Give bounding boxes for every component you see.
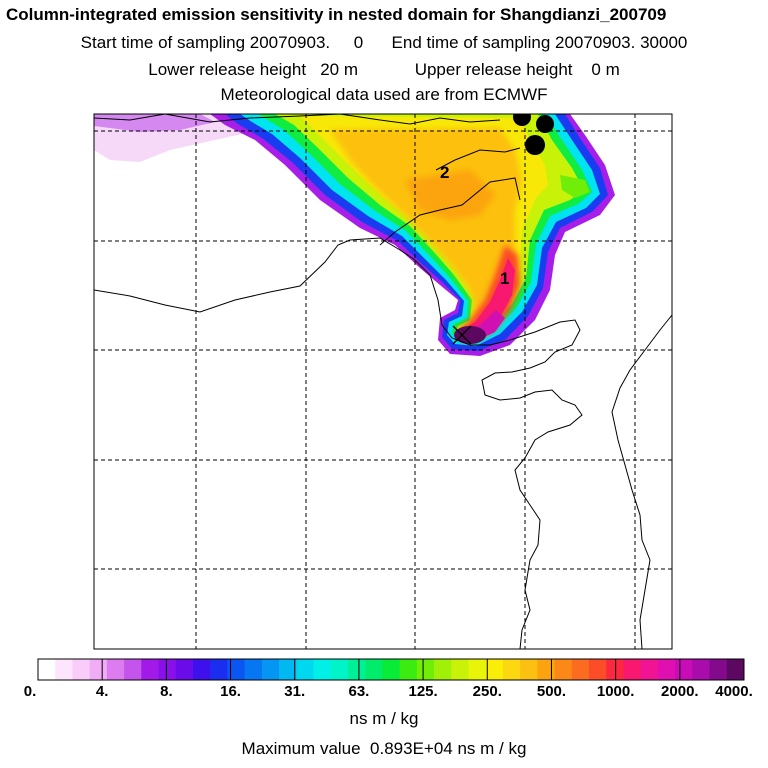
colorbar-swatch	[451, 659, 469, 680]
colorbar-tick-label: 16.	[220, 683, 241, 700]
colorbar-swatch	[554, 659, 573, 680]
colorbar-tick-label: 500.	[536, 683, 567, 700]
colorbar-swatch	[520, 659, 538, 680]
terrain-dot	[513, 114, 531, 126]
colorbar-swatch	[158, 659, 177, 680]
colorbar-swatch	[416, 659, 435, 680]
field-darkorange	[405, 170, 495, 220]
plot-title: Column-integrated emission sensitivity i…	[6, 5, 667, 24]
terrain-dot	[536, 115, 554, 133]
field-pink	[462, 258, 515, 338]
colorbar-swatch	[709, 659, 728, 680]
colorbar-swatch	[106, 659, 125, 680]
colorbar-swatch	[434, 659, 452, 680]
colorbar-swatch	[330, 659, 349, 680]
colorbar-tick-label: 250.	[472, 683, 502, 700]
colorbar-tick-label: 125.	[408, 683, 438, 700]
coastline-east	[611, 314, 672, 649]
colorbar-swatch	[89, 659, 108, 680]
border-inner	[379, 177, 521, 246]
colorbar-swatch	[399, 659, 418, 680]
colorbar-tick-label: 1000.	[596, 683, 635, 700]
colorbar-tick-label: 2000.	[661, 683, 699, 700]
colorbar-swatch	[175, 659, 194, 680]
colorbar-swatch	[675, 659, 693, 680]
colorbar-tick-label: 4000.	[715, 683, 753, 700]
colorbar-swatch	[261, 659, 280, 680]
colorbar-swatch	[210, 659, 228, 680]
border-inner-2	[435, 147, 521, 171]
colorbar-tick-label: 63.	[348, 683, 370, 700]
marker-1: 1	[500, 269, 509, 288]
colorbar-swatch	[657, 659, 676, 680]
colorbar-swatch	[502, 659, 521, 680]
colorbar-swatch	[192, 659, 211, 680]
marker-2: 2	[440, 163, 449, 182]
map-frame	[93, 113, 673, 650]
colorbar-swatch	[365, 659, 383, 680]
colorbar-tick-label: 8.	[160, 683, 173, 700]
colorbar-swatch	[382, 659, 401, 680]
field-patch	[560, 175, 590, 198]
colorbar-swatch	[279, 659, 297, 680]
colorbar-swatch	[571, 659, 590, 680]
colorbar-swatch	[227, 659, 246, 680]
field-low	[94, 114, 215, 132]
colorbar	[38, 659, 745, 680]
release-height-line: Lower release height 20 m Upper release …	[148, 60, 620, 79]
release-cross-line	[452, 325, 472, 345]
colorbar-swatch	[296, 659, 315, 680]
colorbar-swatch	[124, 659, 142, 680]
colorbar-swatch	[606, 659, 624, 680]
colorbar-tick-label: 4.	[95, 683, 109, 700]
release-site-marker	[452, 325, 472, 345]
colorbar-unit: ns m / kg	[349, 709, 419, 728]
colorbar-swatch	[141, 659, 160, 680]
colorbar-swatch	[55, 659, 73, 680]
colorbar-swatch	[726, 659, 745, 680]
colorbar-swatch	[38, 659, 56, 680]
colorbar-swatch	[485, 659, 504, 680]
colorbar-swatch	[589, 659, 607, 680]
coastlines	[94, 114, 672, 649]
colorbar-swatch	[468, 659, 487, 680]
met-data-line: Meteorological data used are from ECMWF	[220, 85, 548, 104]
colorbar-swatch	[313, 659, 332, 680]
colorbar-tick-label: 0.	[23, 683, 37, 700]
colorbar-swatch	[244, 659, 263, 680]
colorbar-frame	[37, 658, 745, 681]
terrain-dot	[525, 135, 545, 155]
colorbar-swatch	[72, 659, 91, 680]
map-grid	[94, 114, 672, 649]
colorbar-swatch	[640, 659, 659, 680]
coastline-main	[94, 237, 583, 649]
colorbar-swatch	[537, 659, 556, 680]
field-max	[454, 326, 486, 344]
colorbar-swatch	[623, 659, 642, 680]
sensitivity-field	[94, 114, 615, 356]
colorbar-tick-label: 31.	[284, 683, 306, 700]
border-north	[94, 114, 501, 125]
sampling-time-line: Start time of sampling 20070903. 0 End t…	[80, 33, 688, 52]
colorbar-swatch	[692, 659, 711, 680]
colorbar-swatch	[347, 659, 366, 680]
maximum-value: Maximum value 0.893E+04 ns m / kg	[241, 739, 527, 758]
